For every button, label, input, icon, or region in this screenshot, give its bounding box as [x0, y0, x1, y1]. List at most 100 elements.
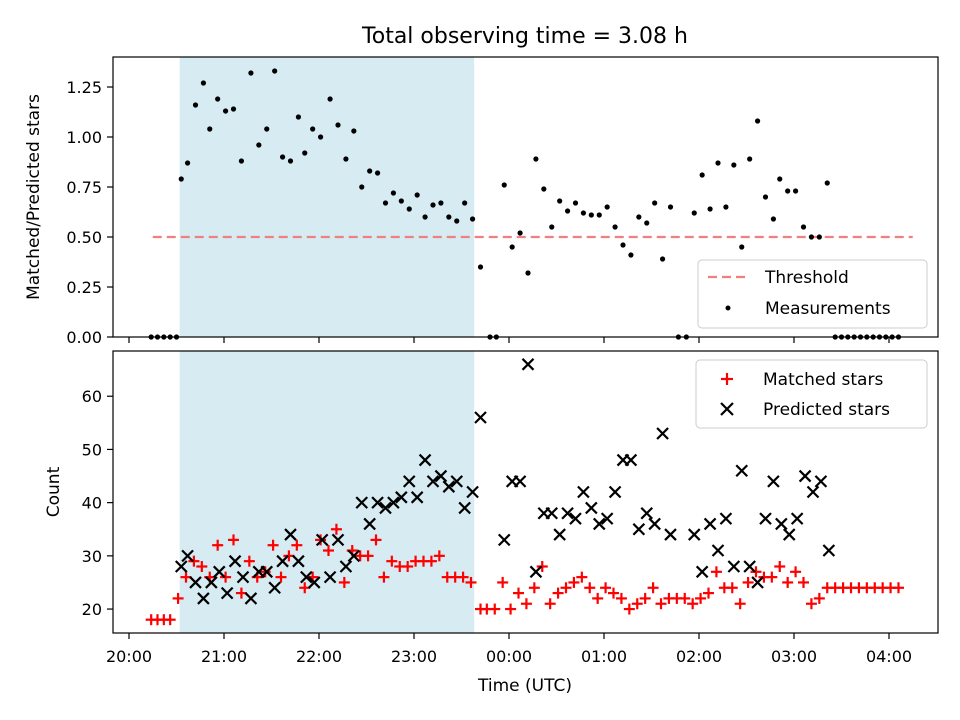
- matched-star-point: [790, 566, 802, 578]
- measurement-point: [192, 102, 199, 108]
- measurement-point: [747, 156, 753, 162]
- predicted-star-point: [276, 554, 289, 568]
- matched-star-point: [798, 576, 809, 588]
- predicted-legend-label: Predicted stars: [763, 400, 890, 420]
- predicted-star-point: [244, 592, 258, 605]
- matched-star-point: [228, 534, 239, 546]
- matched-star-point: [608, 587, 619, 599]
- predicted-star-point: [577, 485, 590, 499]
- measurement-point: [343, 156, 349, 162]
- predicted-star-point: [363, 517, 376, 531]
- measurement-point: [580, 210, 587, 216]
- top-y-tick-label: 0.75: [66, 178, 102, 197]
- matched-star-point: [592, 592, 604, 604]
- top-y-label: Matched/Predicted stars: [24, 94, 44, 300]
- predicted-star-point: [561, 507, 574, 520]
- predicted-star-point: [442, 480, 456, 493]
- predicted-star-point: [450, 475, 464, 488]
- predicted-star-point: [743, 560, 756, 573]
- measurement-point: [785, 188, 791, 194]
- bottom-y-tick-label: 40: [82, 494, 102, 513]
- predicted-star-point: [695, 565, 709, 579]
- measurement-point: [398, 198, 404, 204]
- measurement-point: [800, 224, 807, 230]
- measurement-point: [517, 230, 523, 236]
- matched-star-point: [552, 587, 564, 599]
- measurement-point: [533, 156, 539, 162]
- predicted-star-point: [775, 517, 788, 531]
- measurements-legend-label: Measurements: [765, 299, 891, 319]
- matched-star-point: [196, 560, 208, 572]
- measurement-point: [335, 122, 341, 128]
- measurement-point: [390, 190, 397, 196]
- measurement-point: [414, 192, 420, 198]
- measurement-point: [525, 270, 531, 276]
- matched-star-point: [623, 603, 635, 615]
- top-y-tick-label: 1.00: [66, 128, 102, 147]
- predicted-star-point: [395, 491, 408, 504]
- matched-star-point: [520, 598, 532, 610]
- top-y-tick-label: 0.00: [66, 328, 102, 347]
- top-shaded-region: [179, 57, 475, 337]
- x-axis-label: Time (UTC): [477, 676, 572, 696]
- predicted-star-point: [339, 560, 353, 573]
- matched-star-point: [505, 603, 517, 615]
- predicted-star-point: [371, 496, 384, 509]
- measurement-point: [295, 114, 302, 120]
- matched-star-point: [315, 534, 327, 546]
- predicted-star-point: [656, 427, 669, 440]
- measurement-point: [699, 172, 705, 178]
- matched-star-point: [299, 582, 311, 594]
- predicted-star-point: [260, 565, 274, 579]
- predicted-star-point: [228, 554, 242, 568]
- predicted-star-point: [624, 453, 638, 467]
- predicted-star-point: [174, 560, 188, 573]
- x-tick-label: 02:00: [676, 647, 722, 666]
- predicted-star-point: [315, 533, 329, 547]
- measurement-point: [731, 162, 737, 168]
- matched-star-point: [679, 592, 691, 604]
- bottom-y-tick-label: 50: [82, 440, 102, 459]
- predicted-star-point: [323, 570, 337, 584]
- measurement-point: [374, 170, 381, 176]
- matched-star-point: [291, 539, 303, 551]
- matched-star-point: [750, 566, 762, 578]
- figure-title: Total observing time = 3.08 h: [361, 24, 688, 49]
- measurement-point: [222, 108, 229, 114]
- measurement-point: [264, 126, 270, 132]
- measurement-point: [446, 214, 452, 220]
- matched-star-point: [742, 576, 754, 588]
- matched-star-point: [710, 566, 722, 578]
- matched-star-point: [560, 582, 572, 594]
- matched-star-point: [212, 539, 224, 551]
- predicted-star-point: [402, 475, 416, 488]
- matched-star-point: [615, 592, 627, 604]
- measurement-point: [509, 244, 515, 250]
- matched-star-point: [687, 598, 699, 610]
- measurement-point: [604, 204, 610, 210]
- matched-star-point: [805, 598, 817, 610]
- measurement-point: [620, 242, 626, 248]
- bottom-y-axis: 20 30 40 50 60: [82, 387, 113, 619]
- matched-star-point: [695, 592, 707, 604]
- bottom-plot-frame: [112, 350, 939, 634]
- matched-star-point: [536, 560, 548, 572]
- matched-star-point: [180, 571, 192, 583]
- predicted-star-point: [798, 469, 812, 483]
- measurement-point: [612, 224, 618, 230]
- predicted-star-point: [284, 528, 297, 541]
- measurement-point: [462, 200, 468, 206]
- measurement-point: [317, 134, 324, 140]
- matched-star-point: [425, 555, 437, 567]
- measurement-point: [739, 244, 745, 250]
- x-tick-label: 20:00: [106, 647, 152, 666]
- bottom-legend-box: [695, 359, 928, 429]
- predicted-star-point: [719, 512, 733, 525]
- predicted-star-point: [434, 469, 448, 483]
- measurement-point: [707, 206, 713, 212]
- predicted-star-point: [703, 517, 717, 531]
- measurement-point: [422, 214, 428, 220]
- matched-star-point: [243, 555, 255, 567]
- measurement-point: [541, 186, 547, 192]
- predicted-star-point: [814, 475, 828, 488]
